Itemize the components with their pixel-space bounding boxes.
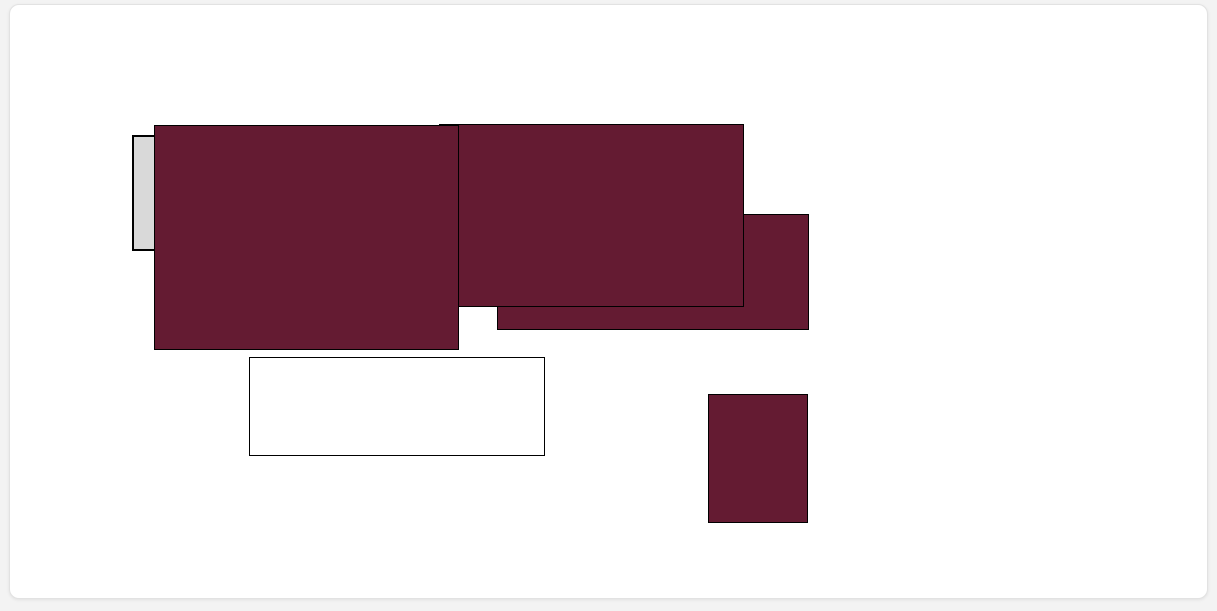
white-outlined-rectangle bbox=[249, 357, 545, 456]
maroon-rectangle-top-middle bbox=[439, 124, 744, 307]
maroon-rectangle-small bbox=[708, 394, 808, 523]
maroon-rectangle-large-left bbox=[154, 125, 459, 350]
